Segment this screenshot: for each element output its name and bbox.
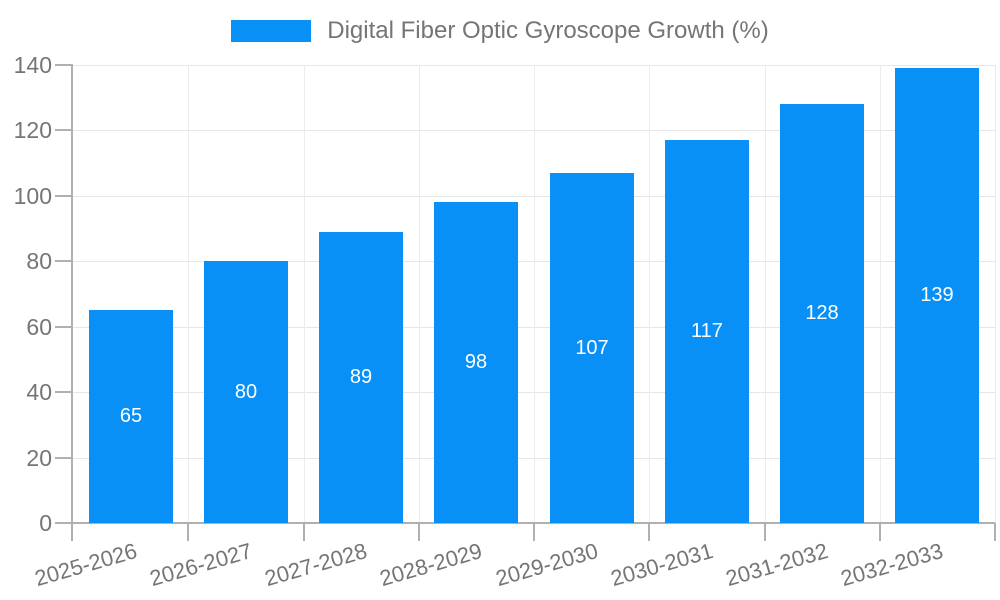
y-axis-label: 80 [26, 248, 52, 274]
x-gridline [649, 65, 650, 523]
y-axis-tick [55, 260, 73, 262]
x-axis-tick [648, 523, 650, 541]
y-axis-tick [55, 64, 73, 66]
x-gridline [765, 65, 766, 523]
x-axis-tick [303, 523, 305, 541]
bar-value-label: 65 [119, 405, 143, 427]
y-axis-tick [55, 326, 73, 328]
legend-swatch [231, 20, 312, 42]
x-gridline [188, 65, 189, 523]
y-axis-label: 140 [13, 52, 52, 78]
x-gridline [304, 65, 305, 523]
x-axis-tick [879, 523, 881, 541]
x-gridline [995, 65, 996, 523]
bar: 117 [665, 140, 749, 523]
bar: 80 [204, 261, 288, 523]
x-gridline [534, 65, 535, 523]
x-axis-label: 2031-2032 [722, 538, 831, 592]
x-axis-tick [764, 523, 766, 541]
y-axis-label: 120 [13, 117, 52, 143]
x-axis-tick [187, 523, 189, 541]
x-axis-label: 2032-2033 [837, 538, 946, 592]
x-axis-label: 2026-2027 [146, 538, 255, 592]
bar-value-label: 139 [920, 284, 954, 306]
y-axis-label: 100 [13, 183, 52, 209]
y-axis-tick [55, 195, 73, 197]
y-axis-tick [55, 129, 73, 131]
x-axis-label: 2030-2031 [607, 538, 716, 592]
bar: 65 [89, 310, 173, 523]
y-axis-tick [55, 522, 73, 524]
x-axis-tick [994, 523, 996, 541]
y-axis-label: 40 [26, 379, 52, 405]
bar: 128 [780, 104, 864, 523]
bar-value-label: 98 [464, 351, 488, 373]
y-axis-label: 20 [26, 445, 52, 471]
bar: 107 [550, 173, 634, 523]
x-axis-label: 2029-2030 [492, 538, 601, 592]
y-axis-label: 60 [26, 314, 52, 340]
bar-value-label: 107 [575, 336, 609, 359]
y-axis-tick [55, 391, 73, 393]
y-axis-tick [55, 457, 73, 459]
bar-value-label: 128 [805, 302, 839, 324]
x-axis-label: 2028-2029 [376, 538, 485, 592]
x-axis-tick [533, 523, 535, 541]
x-axis-tick [418, 523, 420, 541]
legend-label: Digital Fiber Optic Gyroscope Growth (%) [327, 17, 769, 44]
x-axis-line [73, 522, 995, 524]
bar: 98 [434, 202, 518, 523]
x-axis-label: 2025-2026 [31, 538, 140, 592]
legend: Digital Fiber Optic Gyroscope Growth (%) [0, 17, 1000, 44]
x-gridline [419, 65, 420, 523]
bar-value-label: 117 [691, 320, 723, 342]
x-gridline [880, 65, 881, 523]
bar: 139 [895, 68, 979, 523]
x-axis-label: 2027-2028 [261, 538, 370, 592]
bar: 89 [319, 232, 403, 523]
bar-value-label: 89 [349, 366, 373, 388]
y-axis-label: 0 [39, 510, 52, 536]
y-axis-line [71, 65, 73, 541]
bar-value-label: 80 [234, 380, 258, 403]
